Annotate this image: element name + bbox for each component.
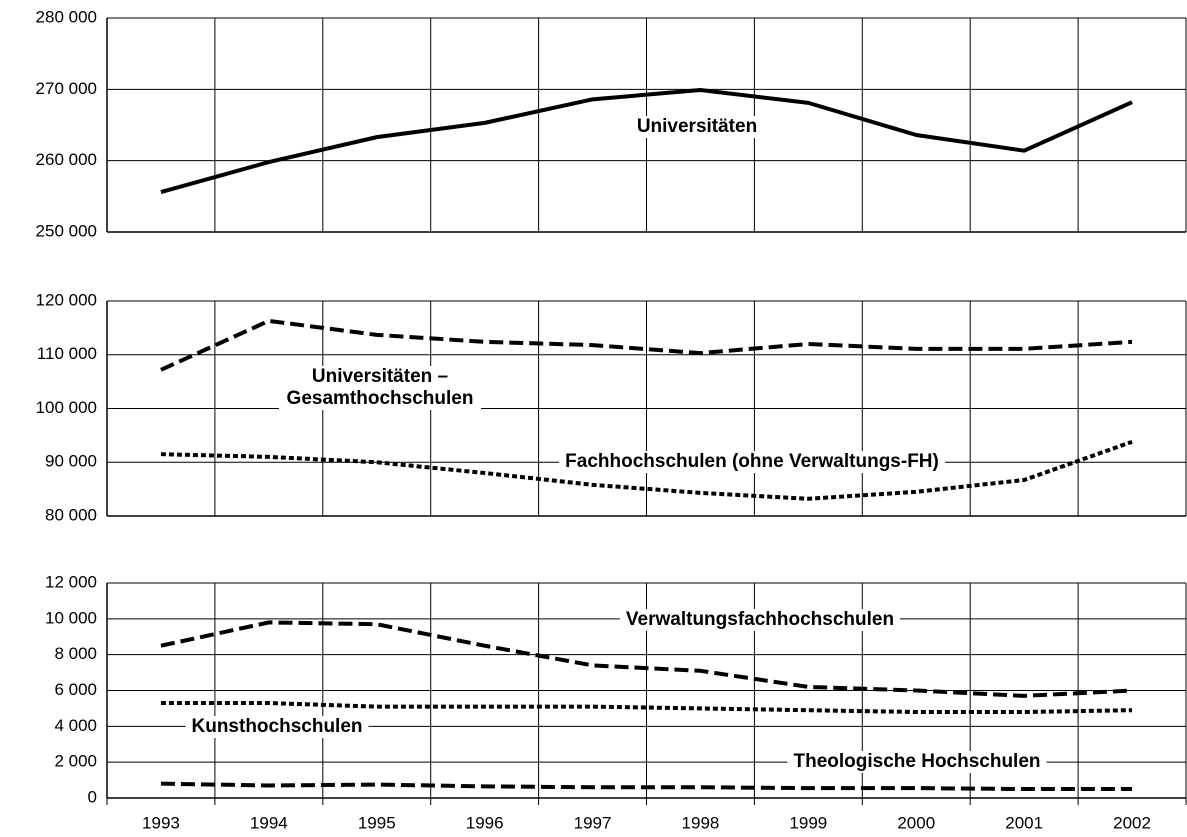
y-tick-label: 80 000 — [45, 505, 97, 524]
y-tick-label: 120 000 — [36, 290, 97, 309]
series-line — [160, 88, 1133, 194]
series-label: Theologische Hochschulen — [787, 751, 1047, 773]
x-tick-label: 1997 — [574, 813, 612, 832]
series-label: Verwaltungsfachhochschulen — [619, 609, 901, 631]
series-line — [160, 620, 1133, 698]
x-tick-label: 2000 — [897, 813, 935, 832]
y-tick-label: 6 000 — [54, 680, 97, 699]
x-tick-label: 1993 — [142, 813, 180, 832]
x-tick-label: 2001 — [1005, 813, 1043, 832]
series-line — [160, 439, 1133, 501]
series-label: Universitäten — [630, 116, 764, 138]
x-tick-label: 1999 — [789, 813, 827, 832]
y-tick-label: 250 000 — [36, 221, 97, 240]
y-tick-label: 100 000 — [36, 398, 97, 417]
y-tick-label: 8 000 — [54, 644, 97, 663]
x-tick-label: 1994 — [250, 813, 288, 832]
x-tick-label: 1995 — [358, 813, 396, 832]
series-label: Kunsthochschulen — [185, 716, 369, 738]
series-line — [160, 781, 1133, 792]
x-tick-label: 2002 — [1113, 813, 1151, 832]
x-tick-label: 1996 — [466, 813, 504, 832]
y-tick-label: 4 000 — [54, 716, 97, 735]
y-tick-label: 90 000 — [45, 452, 97, 471]
y-tick-label: 270 000 — [36, 79, 97, 98]
y-tick-label: 0 — [88, 787, 97, 806]
series-line — [160, 701, 1133, 714]
series-label: Universitäten – Gesamthochschulen — [279, 366, 481, 410]
y-tick-label: 12 000 — [45, 572, 97, 591]
y-tick-label: 280 000 — [36, 7, 97, 26]
series-label: Fachhochschulen (ohne Verwaltungs-FH) — [559, 451, 945, 473]
y-tick-label: 260 000 — [36, 150, 97, 169]
series-line — [160, 318, 1133, 372]
y-tick-label: 110 000 — [37, 344, 97, 363]
y-tick-label: 10 000 — [45, 608, 97, 627]
x-tick-label: 1998 — [682, 813, 720, 832]
y-tick-label: 2 000 — [54, 752, 97, 771]
